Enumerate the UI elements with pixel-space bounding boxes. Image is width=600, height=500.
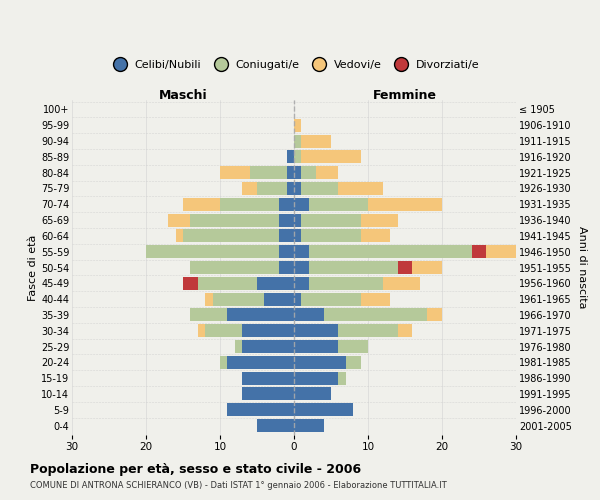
Bar [279,230,294,242]
Bar [294,166,301,179]
Bar [146,245,279,258]
Bar [242,324,294,337]
Bar [257,182,287,195]
Y-axis label: Fasce di età: Fasce di età [28,234,38,300]
Bar [301,230,361,242]
Bar [338,340,368,353]
Bar [257,277,294,290]
Bar [294,372,338,384]
Bar [279,245,294,258]
Bar [294,150,301,164]
Bar [294,277,309,290]
Bar [361,292,390,306]
Bar [220,166,250,179]
Bar [294,230,301,242]
Bar [294,324,338,337]
Bar [235,340,242,353]
Legend: Celibi/Nubili, Coniugati/e, Vedovi/e, Divorziati/e: Celibi/Nubili, Coniugati/e, Vedovi/e, Di… [104,56,484,74]
Bar [294,403,353,416]
Bar [183,230,279,242]
Bar [294,245,309,258]
Bar [309,277,383,290]
Bar [287,166,294,179]
Bar [294,214,301,226]
Bar [287,150,294,164]
Bar [190,308,227,322]
Bar [294,419,323,432]
Bar [487,245,516,258]
Text: Popolazione per età, sesso e stato civile - 2006: Popolazione per età, sesso e stato civil… [30,462,361,475]
Bar [279,214,294,226]
Bar [250,166,287,179]
Bar [294,292,301,306]
Text: Maschi: Maschi [158,88,208,102]
Bar [301,214,361,226]
Bar [383,277,420,290]
Bar [361,230,390,242]
Bar [301,134,331,147]
Bar [323,308,427,322]
Bar [346,356,361,369]
Bar [412,261,442,274]
Bar [242,372,294,384]
Bar [294,388,331,400]
Bar [279,198,294,211]
Bar [309,245,472,258]
Bar [294,356,346,369]
Bar [338,324,398,337]
Bar [294,261,309,274]
Bar [220,356,227,369]
Bar [301,166,316,179]
Bar [294,134,301,147]
Bar [309,261,398,274]
Bar [198,324,205,337]
Bar [398,261,412,274]
Y-axis label: Anni di nascita: Anni di nascita [577,226,587,308]
Bar [257,419,294,432]
Bar [198,277,257,290]
Bar [242,182,257,195]
Text: Femmine: Femmine [373,88,437,102]
Bar [190,214,279,226]
Bar [176,230,183,242]
Bar [294,340,338,353]
Bar [227,356,294,369]
Bar [398,324,412,337]
Bar [212,292,265,306]
Text: COMUNE DI ANTRONA SCHIERANCO (VB) - Dati ISTAT 1° gennaio 2006 - Elaborazione TU: COMUNE DI ANTRONA SCHIERANCO (VB) - Dati… [30,481,447,490]
Bar [472,245,487,258]
Bar [301,292,361,306]
Bar [427,308,442,322]
Bar [242,340,294,353]
Bar [294,198,309,211]
Bar [265,292,294,306]
Bar [279,261,294,274]
Bar [294,182,301,195]
Bar [183,198,220,211]
Bar [338,372,346,384]
Bar [183,277,198,290]
Bar [227,308,294,322]
Bar [361,214,398,226]
Bar [309,198,368,211]
Bar [294,308,323,322]
Bar [301,182,338,195]
Bar [205,292,212,306]
Bar [368,198,442,211]
Bar [294,119,301,132]
Bar [242,388,294,400]
Bar [220,198,279,211]
Bar [205,324,242,337]
Bar [316,166,338,179]
Bar [301,150,361,164]
Bar [338,182,383,195]
Bar [168,214,190,226]
Bar [227,403,294,416]
Bar [190,261,279,274]
Bar [287,182,294,195]
